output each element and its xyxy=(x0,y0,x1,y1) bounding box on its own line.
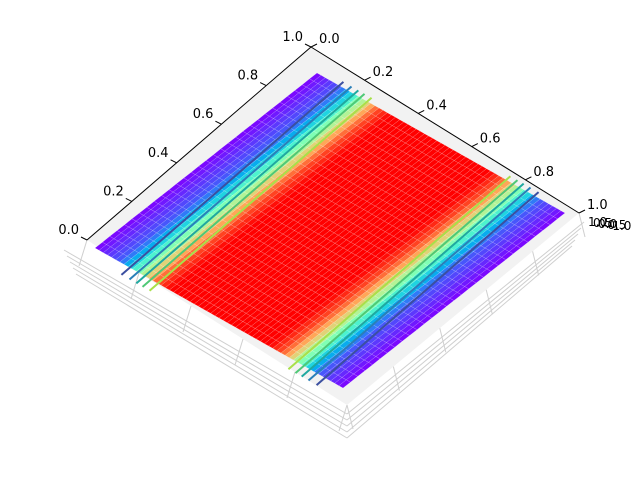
x-tick-label: 0.8 xyxy=(238,69,259,84)
y-tick-label: 0.6 xyxy=(480,132,501,147)
y-tick-mark xyxy=(364,76,371,81)
y-tick-label: 0.0 xyxy=(319,32,340,47)
x-tick-label: 0.2 xyxy=(103,184,124,199)
y-tick-mark xyxy=(578,209,586,214)
grid-line-y xyxy=(532,251,540,276)
z-tick-label: -1.0 xyxy=(608,219,631,233)
x-tick-label: 0.0 xyxy=(58,223,79,238)
x-tick-mark xyxy=(215,120,222,125)
x-tick-mark xyxy=(80,236,88,241)
contour-lines xyxy=(120,81,540,386)
grid-line-y xyxy=(346,404,354,430)
contour-line xyxy=(287,175,512,370)
z-tick-label: 1.0 xyxy=(588,215,607,229)
surface xyxy=(94,72,566,389)
contour-line xyxy=(301,182,525,378)
grid-line-x xyxy=(338,404,348,432)
axis-lines xyxy=(80,43,586,241)
grid-line-y xyxy=(439,328,447,353)
y-tick-label: 1.0 xyxy=(587,198,608,213)
grid-line-x xyxy=(234,338,244,366)
x-tick-mark xyxy=(259,82,267,87)
contour-line xyxy=(294,179,519,374)
x-tick-label: 1.0 xyxy=(282,30,303,45)
floor-edge-left xyxy=(72,267,348,433)
y-axis-line xyxy=(310,46,580,214)
x-tick-mark xyxy=(170,159,177,164)
grid-line-y xyxy=(485,289,493,314)
contour-line xyxy=(141,93,366,288)
floor-edge-right xyxy=(346,245,573,439)
floor-edge-left xyxy=(69,261,348,427)
contour-line xyxy=(148,97,373,292)
grid-line-x xyxy=(286,371,296,399)
tick-labels: 0.00.20.40.60.81.0 0.00.20.40.60.81.01.00… xyxy=(58,30,631,238)
floor-edge-right xyxy=(346,221,585,415)
grid-line-y xyxy=(578,212,586,238)
y-tick-label: 0.2 xyxy=(373,65,394,80)
floor-edge-right xyxy=(346,239,576,433)
grid-line-x xyxy=(182,305,192,333)
floor-edge-right xyxy=(346,227,582,421)
grid-line-x xyxy=(78,239,88,267)
grid-lines xyxy=(63,212,586,439)
contour-line xyxy=(315,191,540,386)
z-tick-label: 0.5 xyxy=(593,216,612,230)
x-axis-line xyxy=(86,46,312,241)
contour-line xyxy=(128,85,353,281)
y-tick-mark xyxy=(471,143,479,148)
floor-edge-left xyxy=(63,249,348,415)
x-tick-label: 0.4 xyxy=(148,146,169,161)
z-tick-label: 0.0 xyxy=(598,217,617,231)
floor-edge-left xyxy=(75,273,348,439)
y-tick-label: 0.8 xyxy=(533,165,554,180)
contour-line xyxy=(120,81,345,276)
grid-line-y xyxy=(392,366,400,391)
z-tick-label: -0.5 xyxy=(603,218,626,232)
floor-edge-left xyxy=(66,255,348,421)
x-tick-mark xyxy=(304,43,312,48)
floor-edge-right xyxy=(346,233,579,427)
contour-line xyxy=(135,89,359,285)
y-tick-mark xyxy=(417,109,425,114)
x-tick-label: 0.6 xyxy=(193,107,214,122)
grid-line-x xyxy=(130,272,140,300)
contour-line xyxy=(307,186,532,382)
y-tick-label: 0.4 xyxy=(426,98,447,113)
y-tick-mark xyxy=(525,176,532,181)
surface-facet xyxy=(553,210,566,220)
y-tick-mark xyxy=(310,43,318,48)
x-tick-mark xyxy=(125,197,133,202)
